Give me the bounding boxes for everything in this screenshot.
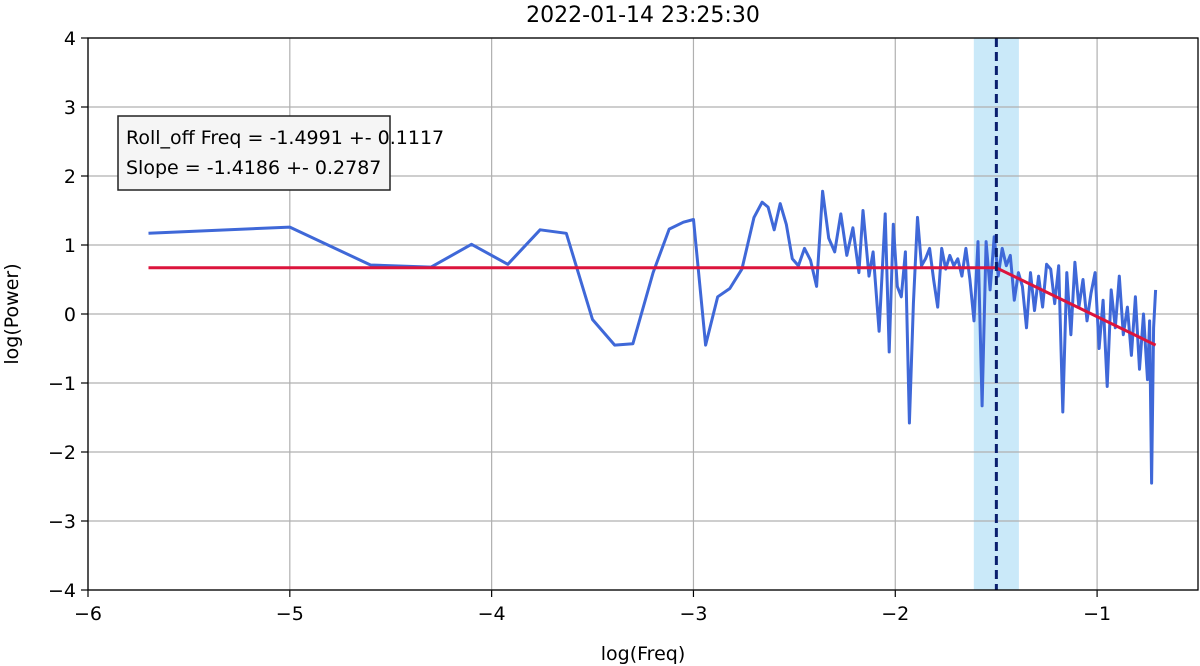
x-tick-label: −5 (276, 603, 304, 625)
x-tick-label: −6 (74, 603, 102, 625)
annotation-text: Roll_off Freq = -1.4991 +- 0.1117 (126, 127, 444, 149)
plot-frame (87, 37, 1199, 591)
y-tick-label: −2 (48, 442, 76, 464)
x-tick-label: −1 (1083, 603, 1111, 625)
chart-title: 2022-01-14 23:25:30 (526, 3, 760, 28)
y-tick-label: −3 (48, 511, 76, 533)
x-tick-label: −4 (478, 603, 506, 625)
y-tick-label: 4 (64, 28, 76, 50)
y-tick-label: 2 (64, 166, 76, 188)
y-tick-label: −1 (48, 373, 76, 395)
y-tick-label: 3 (64, 97, 76, 119)
x-tick-label: −3 (679, 603, 707, 625)
series-line (148, 189, 1158, 485)
x-tick-label: −2 (881, 603, 909, 625)
y-axis-label: log(Power) (1, 263, 23, 364)
x-axis-label: log(Freq) (601, 643, 685, 665)
annotation-text: Slope = -1.4186 +- 0.2787 (126, 157, 381, 179)
y-tick-label: −4 (48, 580, 76, 602)
y-tick-label: 1 (64, 235, 76, 257)
y-tick-label: 0 (64, 304, 76, 326)
annotation-box (117, 115, 391, 191)
